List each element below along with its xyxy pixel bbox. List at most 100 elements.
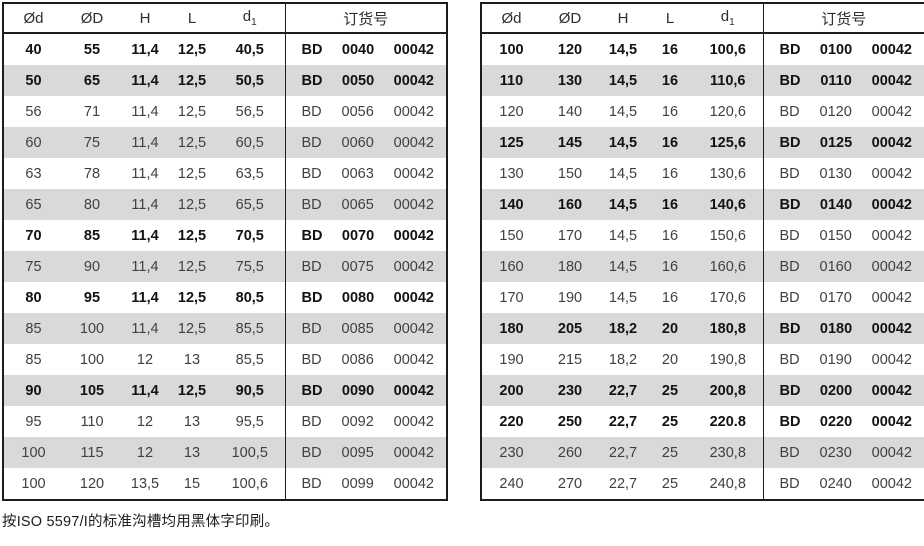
order-part: 00042	[393, 134, 434, 151]
order-part: BD	[301, 103, 322, 120]
order-part: 0180	[819, 320, 853, 337]
order-number-cell: BD 0095 00042	[284, 437, 447, 468]
order-part: BD	[301, 289, 323, 306]
d1-base: d	[720, 8, 730, 25]
order-number-parts: BD 0190 00042	[764, 352, 924, 368]
dimension-cell: 125	[499, 134, 524, 151]
order-number-cell: BD 0090 00042	[284, 375, 447, 406]
table-body: 40 55 11,4 12,5 40,5 BD 0040 00042 50 65 11,4 12,5 5…	[3, 33, 447, 500]
col-header-d1: d1	[693, 3, 763, 33]
order-part: 0040	[341, 41, 375, 58]
col-header-od-small: Ød	[481, 3, 541, 33]
dimension-cell: 90,5	[235, 382, 264, 399]
order-part: 0230	[819, 444, 852, 461]
dimension-cell: 160	[557, 196, 583, 213]
dimension-cell: 63,5	[235, 165, 264, 182]
order-part: 0090	[341, 382, 375, 399]
col-header-od-big: ØD	[63, 3, 121, 33]
dimension-cell: 12,5	[177, 320, 207, 337]
dimension-cell: 12,5	[177, 41, 207, 58]
order-number-cell: BD 0240 00042	[762, 468, 924, 500]
dimension-cell: 85	[83, 227, 101, 244]
dimension-cell: 230,8	[709, 444, 746, 461]
col-header-l: L	[647, 3, 693, 33]
order-part: 0060	[341, 134, 374, 151]
order-number-cell: BD 0085 00042	[284, 313, 447, 344]
dimension-cell: 85	[25, 320, 42, 337]
dimension-cell: 80,5	[235, 289, 264, 306]
order-part: 0085	[341, 320, 374, 337]
dimension-cell: 85	[25, 351, 42, 368]
table-row: 70 85 11,4 12,5 70,5 BD 0070 00042	[3, 220, 447, 251]
header-row: Ød ØD H L d1 订货号	[481, 3, 924, 33]
dimension-cell: 95	[83, 289, 101, 306]
order-part: BD	[779, 444, 800, 461]
dimension-cell: 12	[136, 351, 154, 368]
dimension-cell: 12,5	[177, 227, 207, 244]
dimension-cell: 250	[557, 413, 583, 430]
dimension-cell: 16	[661, 134, 679, 151]
dimension-cell: 20	[661, 351, 679, 368]
dimension-cell: 11,4	[131, 103, 159, 120]
order-number-cell: BD 0080 00042	[284, 282, 447, 313]
order-part: 00042	[393, 41, 434, 58]
order-part: BD	[301, 227, 323, 244]
dimension-cell: 140	[557, 103, 583, 120]
order-part: 0160	[819, 258, 852, 275]
dimension-cell: 22,7	[608, 413, 638, 430]
dimension-cell: 180	[499, 320, 524, 337]
order-number-parts: BD 0125 00042	[764, 135, 924, 151]
dimension-cell: 70	[25, 227, 42, 244]
dimension-cell: 65	[83, 72, 101, 89]
dimension-cell: 40	[25, 41, 42, 58]
order-part: 00042	[871, 196, 912, 213]
order-part: 00042	[871, 103, 912, 120]
table-row: 240 270 22,7 25 240,8 BD 0240 00042	[481, 468, 924, 500]
order-number-cell: BD 0220 00042	[762, 406, 924, 437]
dimension-cell: 16	[661, 41, 679, 58]
order-number-parts: BD 0092 00042	[286, 414, 447, 430]
order-part: BD	[779, 351, 800, 368]
order-part: 0150	[819, 227, 852, 244]
order-number-parts: BD 0090 00042	[286, 383, 447, 399]
table-row: 230 260 22,7 25 230,8 BD 0230 00042	[481, 437, 924, 468]
order-part: 0070	[341, 227, 375, 244]
dimension-cell: 85,5	[235, 351, 264, 368]
dimension-cell: 200	[499, 382, 524, 399]
order-number-cell: BD 0065 00042	[284, 189, 447, 220]
dimension-cell: 14,5	[608, 134, 638, 151]
order-part: 00042	[871, 444, 912, 461]
dimension-cell: 170	[557, 227, 583, 244]
dimension-cell: 95,5	[235, 413, 264, 430]
spec-table-right: Ød ØD H L d1 订货号 100 120 14,5 16 100,6 BD 0100…	[480, 2, 924, 501]
d1-subscript: 1	[729, 17, 735, 28]
col-header-order-number: 订货号	[762, 3, 924, 33]
order-part: 00042	[871, 72, 912, 89]
dimension-cell: 14,5	[608, 103, 638, 120]
dimension-cell: 150,6	[709, 227, 746, 244]
col-header-h: H	[599, 3, 647, 33]
dimension-cell: 25	[661, 413, 679, 430]
order-part: 0086	[341, 351, 374, 368]
table-body: 100 120 14,5 16 100,6 BD 0100 00042 110 130 14,5 16…	[481, 33, 924, 500]
dimension-cell: 100,6	[709, 41, 746, 58]
dimension-cell: 22,7	[608, 475, 638, 492]
dimension-cell: 85,5	[235, 320, 264, 337]
order-part: BD	[301, 444, 322, 461]
table-row: 100 120 14,5 16 100,6 BD 0100 00042	[481, 33, 924, 65]
dimension-cell: 16	[661, 227, 679, 244]
order-number-parts: BD 0150 00042	[764, 228, 924, 244]
order-number-parts: BD 0095 00042	[286, 445, 447, 461]
table-row: 125 145 14,5 16 125,6 BD 0125 00042	[481, 127, 924, 158]
order-part: 00042	[393, 165, 434, 182]
order-part: BD	[779, 289, 800, 306]
order-part: BD	[301, 320, 322, 337]
dimension-cell: 270	[557, 475, 583, 492]
dimension-cell: 11,4	[131, 134, 159, 151]
dimension-cell: 12,5	[177, 289, 207, 306]
dimension-cell: 16	[661, 103, 679, 120]
order-part: 0170	[819, 289, 852, 306]
order-part: BD	[779, 227, 800, 244]
order-number-parts: BD 0085 00042	[286, 321, 447, 337]
